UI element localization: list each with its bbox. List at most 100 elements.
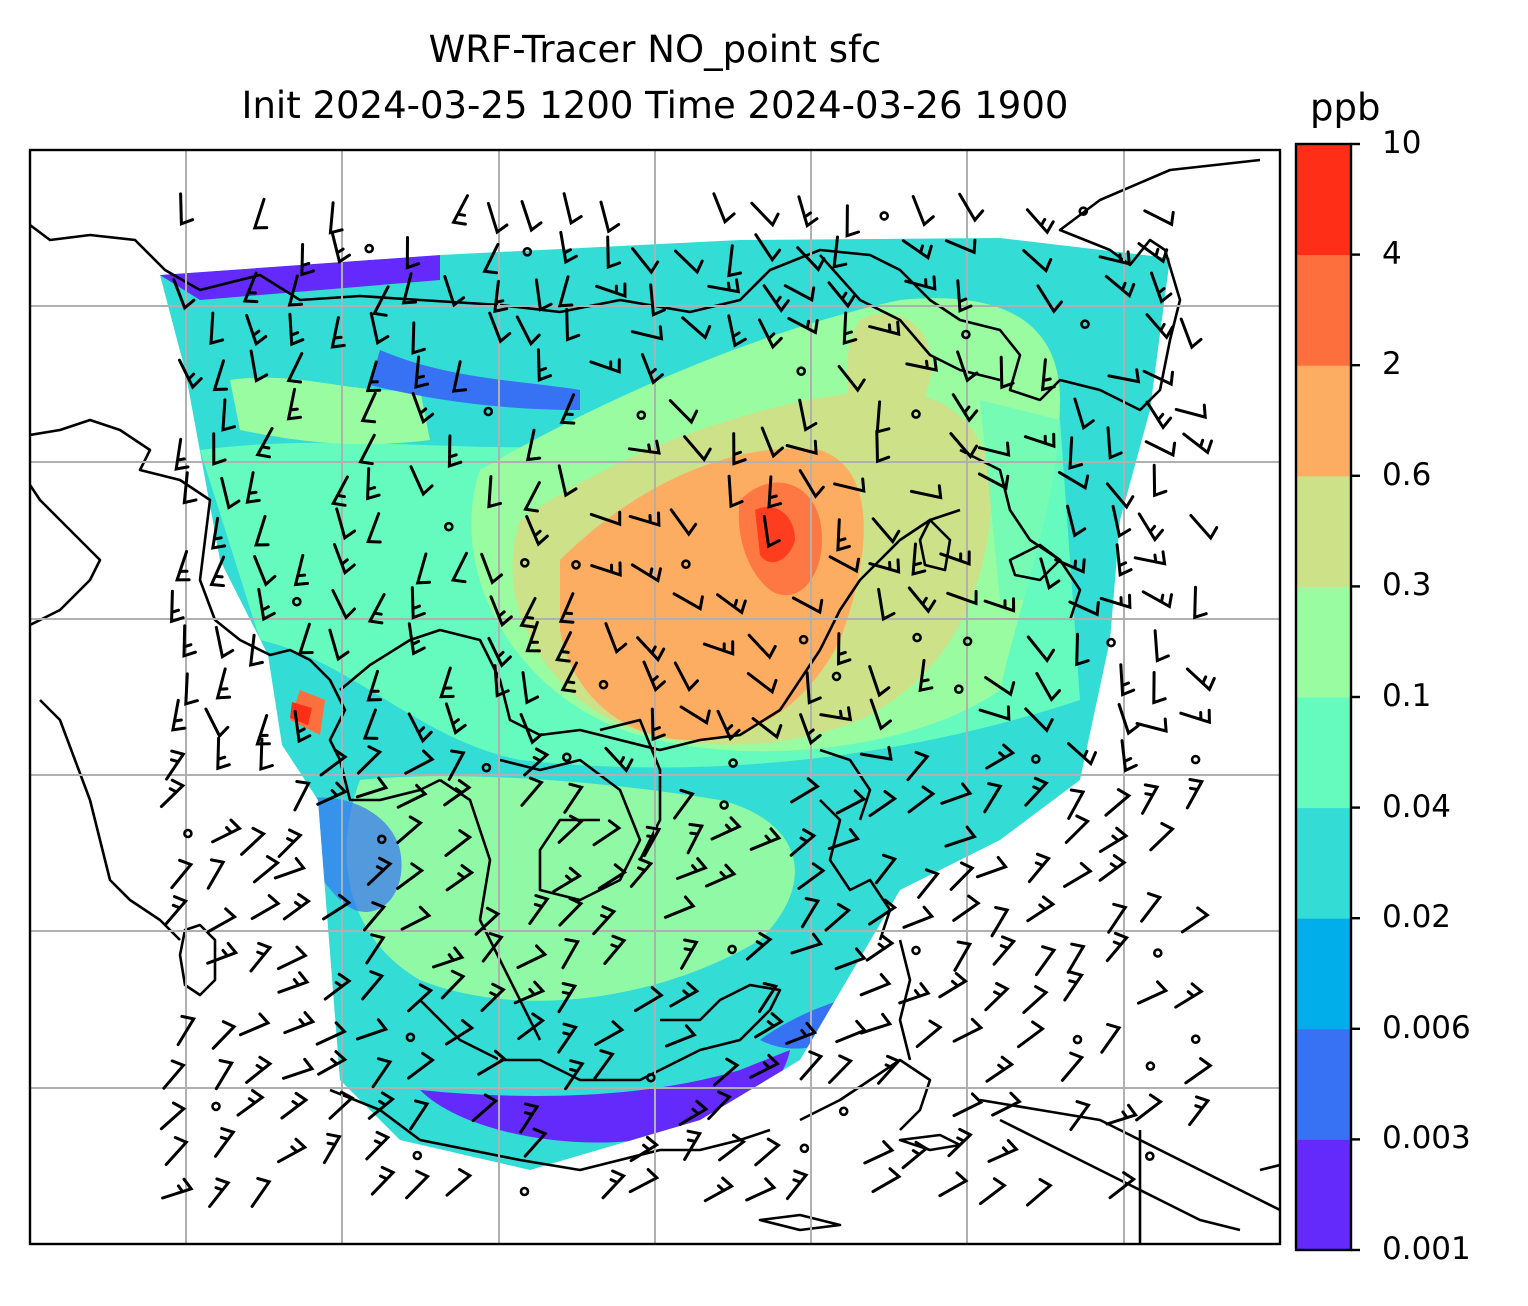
wind-barb xyxy=(164,895,189,926)
wind-barb xyxy=(749,827,782,851)
wind-barb xyxy=(797,195,819,229)
map-title: WRF-Tracer NO_point sfc xyxy=(428,28,882,71)
wind-barb xyxy=(1063,970,1085,1002)
wind-barb xyxy=(785,439,818,456)
wind-barb xyxy=(407,983,434,1013)
wind-barb xyxy=(718,1133,747,1162)
wind-barb xyxy=(985,743,1016,770)
calm-wind-circle xyxy=(1072,1034,1083,1045)
wind-barb xyxy=(444,829,473,857)
wind-barb xyxy=(1137,980,1169,1005)
wind-barb xyxy=(238,1012,271,1037)
wind-barb xyxy=(837,365,866,393)
wind-barb xyxy=(727,244,743,278)
wind-barb xyxy=(215,667,232,700)
wind-barb xyxy=(534,278,553,312)
wind-barb xyxy=(732,432,747,466)
wind-barb xyxy=(159,1101,187,1131)
wind-barb xyxy=(444,1019,475,1046)
calm-wind-circle xyxy=(681,559,691,570)
wind-barb xyxy=(799,713,822,746)
wind-barb xyxy=(783,284,816,303)
wind-barb xyxy=(1115,543,1133,577)
wind-barb xyxy=(785,1021,818,1045)
wind-barb xyxy=(953,940,973,972)
colorbar-swatch xyxy=(1296,1139,1351,1251)
wind-barb xyxy=(1150,271,1173,304)
wind-barb xyxy=(298,622,314,655)
wind-barb xyxy=(902,905,935,929)
colorbar-tick-label: 0.1 xyxy=(1382,678,1432,714)
wind-barb xyxy=(248,633,264,667)
wind-barb xyxy=(703,1176,735,1203)
wind-barb xyxy=(206,907,238,934)
wind-barb xyxy=(592,819,622,847)
wind-barb xyxy=(555,631,572,663)
wind-barb xyxy=(877,587,896,622)
wind-barb xyxy=(1026,635,1055,663)
wind-barbs xyxy=(159,192,1219,1208)
wind-barb xyxy=(1111,504,1132,539)
wind-barb xyxy=(276,945,308,971)
calm-wind-circle xyxy=(443,521,454,532)
calm-wind-circle xyxy=(911,409,921,419)
wind-barb xyxy=(520,200,543,233)
wind-barb xyxy=(259,737,274,772)
wind-barb xyxy=(859,973,892,997)
wind-barb xyxy=(204,707,230,739)
wind-barb xyxy=(178,358,203,390)
wind-barb xyxy=(477,1049,508,1076)
wind-barb xyxy=(1098,854,1127,882)
wind-barb xyxy=(712,192,736,225)
wind-barb xyxy=(273,857,307,880)
wind-barb xyxy=(1035,671,1061,703)
wind-barb xyxy=(834,947,867,971)
wind-barb xyxy=(702,640,735,656)
wind-barb xyxy=(282,892,312,921)
wind-barb xyxy=(991,1091,1022,1117)
calm-wind-circle xyxy=(405,1032,416,1043)
wind-barb xyxy=(515,315,541,347)
wind-barb xyxy=(286,387,302,421)
wind-barb xyxy=(673,788,695,820)
colorbar-tick-label: 0.006 xyxy=(1382,1009,1471,1046)
wind-barb xyxy=(956,279,973,313)
wind-barb xyxy=(835,1019,868,1044)
wind-barb xyxy=(170,589,185,624)
wind-barb xyxy=(407,1051,436,1080)
wind-barb xyxy=(1120,739,1138,773)
wind-barb xyxy=(678,1099,709,1126)
calm-wind-circle xyxy=(376,834,387,845)
wind-barb xyxy=(992,935,1017,966)
wind-barb xyxy=(182,471,198,505)
wind-barb xyxy=(871,1167,902,1194)
wind-barb xyxy=(604,746,634,773)
wind-barb xyxy=(875,429,891,464)
wind-barb xyxy=(171,698,187,732)
calm-wind-circle xyxy=(1145,1061,1156,1071)
wind-barb xyxy=(868,665,891,698)
wind-barb xyxy=(493,279,509,314)
wind-barb xyxy=(523,481,541,513)
wind-barb xyxy=(1099,593,1132,610)
wind-barb xyxy=(952,894,981,922)
wind-barb xyxy=(242,271,259,304)
wind-barb xyxy=(557,814,584,844)
wind-barb xyxy=(1137,512,1164,543)
calm-wind-circle xyxy=(522,247,533,257)
calm-wind-circle xyxy=(483,406,494,417)
wind-barb xyxy=(760,426,784,459)
wind-barb xyxy=(322,1132,342,1165)
wind-barb xyxy=(628,511,661,528)
colorbar-swatch xyxy=(1296,254,1351,366)
wind-barb xyxy=(636,636,666,663)
wind-barb xyxy=(1152,463,1168,498)
wind-barb xyxy=(1036,284,1063,314)
wind-barb xyxy=(176,1014,197,1047)
wind-barb xyxy=(944,825,977,848)
wind-barb xyxy=(952,1092,984,1118)
wind-barb xyxy=(249,349,269,383)
wind-barb xyxy=(1185,667,1216,692)
wind-barb xyxy=(668,399,699,425)
wind-barb xyxy=(1174,403,1207,420)
